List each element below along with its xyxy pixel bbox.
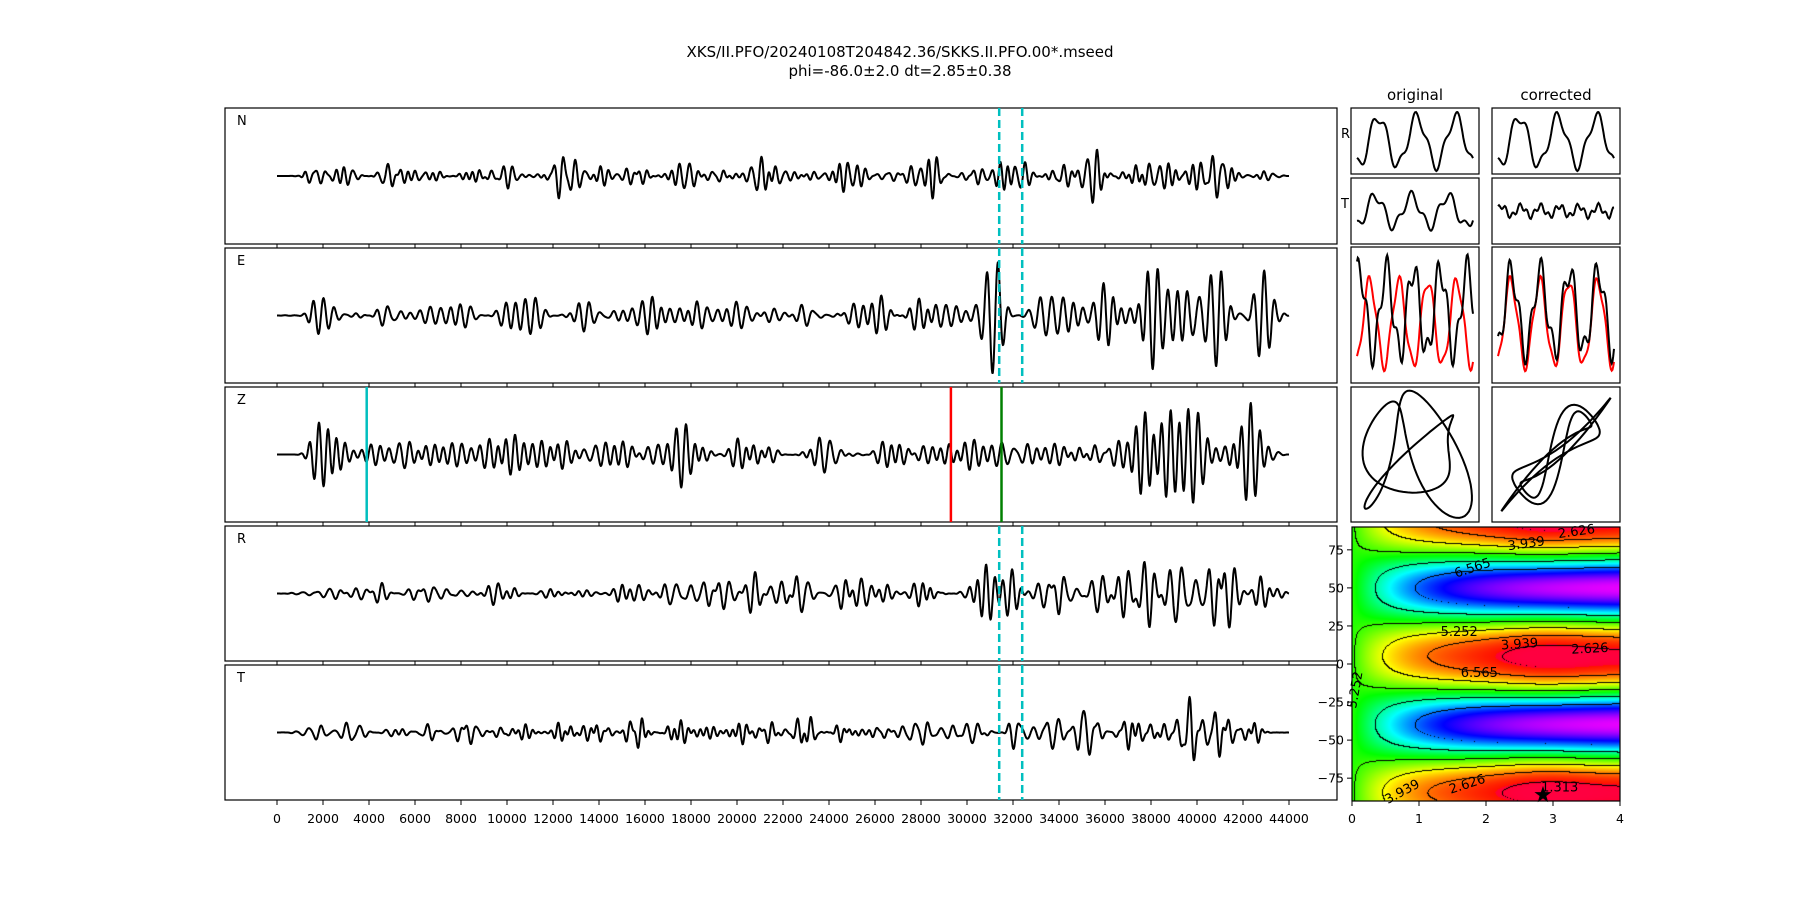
panel-frame xyxy=(1350,107,1480,175)
x-tick-label: 10000 xyxy=(487,811,527,826)
row-label-t: T xyxy=(1340,197,1349,212)
corrected-panel-4 xyxy=(1491,386,1621,523)
panel-frame xyxy=(1350,177,1480,245)
radial-waveform xyxy=(1356,110,1474,173)
grid-search-axes: 0 1 2 3 4 75 50 25 0 −25 −50 −75 xyxy=(1318,542,1624,826)
column-title-corrected: corrected xyxy=(1520,86,1591,104)
corrected-panel-1 xyxy=(1491,107,1621,175)
trace-label: Z xyxy=(237,393,246,408)
x-tick-label: 16000 xyxy=(625,811,665,826)
phi-tick-label: −75 xyxy=(1318,771,1344,786)
x-tick-label: 36000 xyxy=(1085,811,1125,826)
waveform-n xyxy=(276,148,1290,204)
transverse-waveform xyxy=(1497,201,1615,221)
phi-tick-label: 75 xyxy=(1328,542,1344,557)
x-tick-label: 6000 xyxy=(399,811,431,826)
waveform-z xyxy=(276,402,1290,504)
trace-panel-t: T xyxy=(224,664,1338,805)
transverse-waveform xyxy=(1356,189,1474,232)
x-tick-label: 24000 xyxy=(809,811,849,826)
trace-panel-z: Z xyxy=(224,386,1338,527)
panel-frame xyxy=(1491,107,1621,175)
x-tick-label: 8000 xyxy=(445,811,477,826)
slow-component xyxy=(1356,251,1474,371)
fast-component xyxy=(1356,274,1474,373)
x-tick-label: 34000 xyxy=(1039,811,1079,826)
original-panel-2 xyxy=(1350,177,1480,245)
particle-motion xyxy=(1500,397,1612,512)
slow-component xyxy=(1497,256,1615,367)
trace-panels: N E Z R T 0 2000 4000 6000 8000 10000 12000 14000 160… xyxy=(224,107,1338,826)
trace-label: T xyxy=(236,671,245,686)
panel-frame xyxy=(1491,177,1621,245)
x-tick-label: 30000 xyxy=(947,811,987,826)
figure-title: XKS/II.PFO/20240108T204842.36/SKKS.II.PF… xyxy=(686,43,1113,61)
panel-frame xyxy=(1491,386,1621,523)
original-panel-4 xyxy=(1350,386,1480,523)
x-tick-label: 20000 xyxy=(717,811,757,826)
trace-panel-r: R xyxy=(224,525,1338,666)
fast-component xyxy=(1497,274,1615,373)
row-label-r: R xyxy=(1341,127,1350,142)
figure-subtitle: phi=-86.0±2.0 dt=2.85±0.38 xyxy=(788,62,1011,80)
corrected-panel-2 xyxy=(1491,177,1621,245)
waveform-r xyxy=(276,561,1290,629)
x-tick-label: 28000 xyxy=(901,811,941,826)
grid-search-heatmap xyxy=(1352,527,1620,801)
panel-frame xyxy=(224,664,1338,801)
trace-label: N xyxy=(237,114,247,129)
corrected-panel-3 xyxy=(1491,246,1621,384)
column-title-original: original xyxy=(1387,86,1443,104)
dt-tick-label: 2 xyxy=(1482,811,1490,826)
dt-tick-label: 0 xyxy=(1348,811,1356,826)
particle-motion xyxy=(1361,389,1473,519)
panel-frame xyxy=(1350,386,1480,523)
trace-label: E xyxy=(237,254,245,269)
phi-tick-label: −50 xyxy=(1318,733,1344,748)
x-tick-label: 2000 xyxy=(307,811,339,826)
trace-label: R xyxy=(237,532,246,547)
phi-tick-label: 50 xyxy=(1328,580,1344,595)
x-tick-label: 18000 xyxy=(671,811,711,826)
x-tick-label: 32000 xyxy=(993,811,1033,826)
trace-panel-e: E xyxy=(224,247,1338,388)
original-panel-1 xyxy=(1350,107,1480,175)
x-tick-label: 44000 xyxy=(1269,811,1309,826)
waveform-e xyxy=(276,261,1290,374)
x-tick-label: 22000 xyxy=(763,811,803,826)
x-tick-label: 26000 xyxy=(855,811,895,826)
x-tick-label: 4000 xyxy=(353,811,385,826)
x-tick-label: 38000 xyxy=(1131,811,1171,826)
x-tick-label: 12000 xyxy=(533,811,573,826)
phi-tick-label: −25 xyxy=(1318,695,1344,710)
original-panel-3 xyxy=(1350,246,1480,384)
trace-panel-n: N xyxy=(224,107,1338,249)
x-tick-label: 42000 xyxy=(1223,811,1263,826)
x-tick-label: 0 xyxy=(273,811,281,826)
x-tick-label: 40000 xyxy=(1177,811,1217,826)
phi-tick-label: 25 xyxy=(1328,618,1344,633)
dt-tick-label: 4 xyxy=(1616,811,1624,826)
x-tick-label: 14000 xyxy=(579,811,619,826)
phi-tick-label: 0 xyxy=(1336,657,1344,672)
comparison-panels: original corrected R T xyxy=(1340,86,1621,523)
dt-tick-label: 1 xyxy=(1415,811,1423,826)
waveform-t xyxy=(276,695,1290,762)
dt-tick-label: 3 xyxy=(1549,811,1557,826)
radial-waveform xyxy=(1497,110,1615,173)
